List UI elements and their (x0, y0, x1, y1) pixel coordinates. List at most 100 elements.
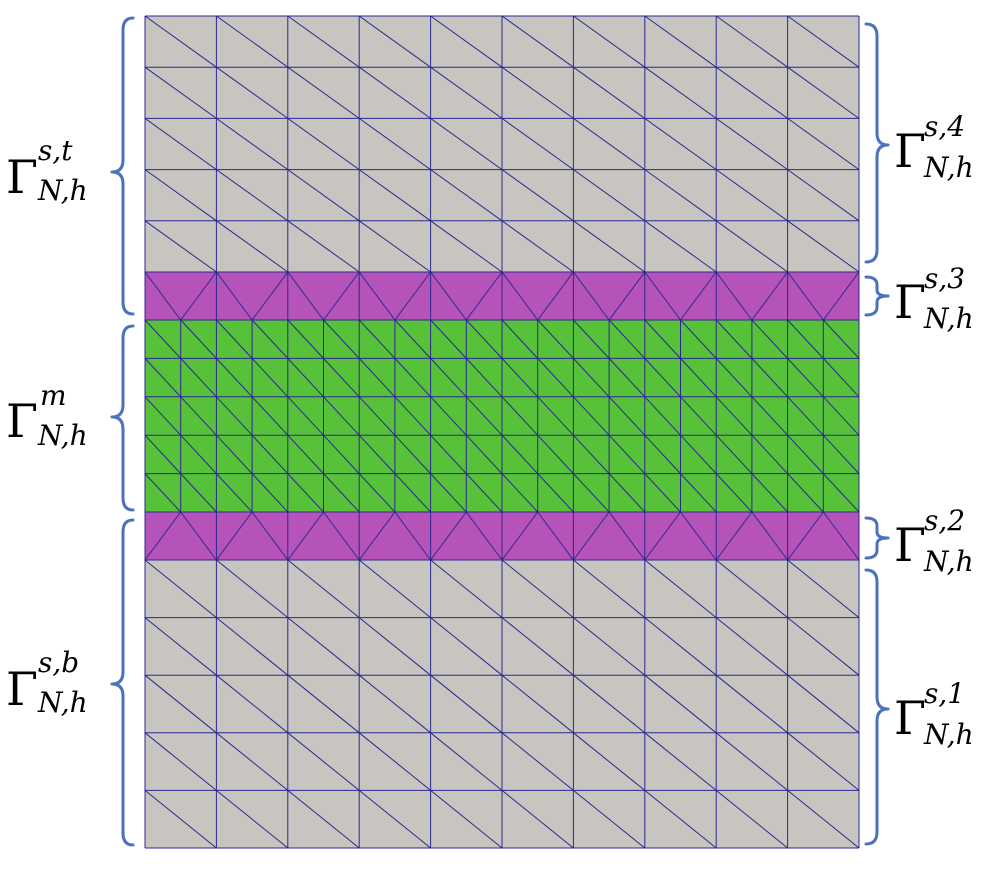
top-solid-mesh-diagonal (644, 66, 717, 119)
bottom-region-superscript: s,b (38, 646, 79, 679)
matrix-mesh-diagonal (465, 358, 503, 398)
top-solid-mesh-diagonal (358, 66, 431, 119)
matrix-mesh-diagonal (287, 358, 324, 398)
bottom-solid-mesh-diagonal (573, 674, 646, 734)
top-solid-mesh-diagonal (787, 66, 860, 119)
top-solid-mesh-diagonal (144, 220, 217, 273)
matrix-mesh-diagonal (501, 319, 539, 359)
sub1-region-label: Γ s,1 N,h (894, 677, 974, 751)
top-solid-mesh-diagonal (144, 117, 217, 171)
matrix-mesh-diagonal (216, 396, 253, 436)
bottom-solid-mesh-diagonal (144, 674, 217, 734)
bottom-solid-mesh-diagonal (144, 790, 217, 849)
matrix-mesh-diagonal (501, 396, 539, 436)
upper-interface-mesh-edge (680, 271, 717, 321)
sub2-region-brace (864, 516, 890, 560)
matrix-mesh-diagonal (465, 434, 503, 474)
matrix-mesh-diagonal (787, 434, 824, 474)
matrix-mesh-diagonal (608, 434, 646, 474)
matrix-mesh-diagonal (751, 358, 788, 398)
matrix-mesh-diagonal (394, 358, 431, 398)
sub3-region-brace (864, 275, 890, 317)
matrix-mesh-diagonal (751, 473, 788, 513)
upper-interface-mesh-edge (465, 271, 503, 321)
lower-interface-mesh-edge (537, 511, 574, 561)
matrix-mesh-diagonal (394, 434, 431, 474)
bottom-solid-mesh-diagonal (144, 559, 217, 618)
top-solid-mesh-diagonal (430, 220, 503, 273)
matrix-mesh-diagonal (216, 434, 253, 474)
bottom-solid-mesh-diagonal (715, 674, 788, 734)
bottom-solid-mesh-diagonal (644, 617, 717, 676)
top-solid-mesh-diagonal (573, 169, 646, 222)
lower-interface-mesh-edge (180, 511, 217, 561)
bottom-solid-mesh-diagonal (287, 790, 360, 849)
bottom-solid-mesh-diagonal (715, 732, 788, 791)
bottom-solid-mesh-diagonal (501, 617, 574, 676)
matrix-mesh-diagonal (430, 396, 467, 436)
bottom-solid-mesh-diagonal (787, 790, 860, 849)
matrix-mesh-diagonal (680, 319, 717, 359)
top-solid-mesh-diagonal (644, 15, 717, 68)
matrix-mesh-diagonal (644, 358, 681, 398)
matrix-mesh-diagonal (573, 473, 610, 513)
matrix-mesh-diagonal (573, 358, 610, 398)
matrix-mesh-diagonal (144, 396, 182, 436)
bottom-solid-mesh-diagonal (644, 559, 717, 618)
top-solid-mesh-diagonal (787, 169, 860, 222)
bottom-solid-mesh-diagonal (430, 559, 503, 618)
matrix-mesh-diagonal (501, 473, 539, 513)
bottom-solid-mesh-diagonal (358, 674, 431, 734)
matrix-mesh-diagonal (680, 358, 717, 398)
top-solid-mesh-diagonal (715, 117, 788, 171)
matrix-mesh-diagonal (323, 358, 360, 398)
matrix-mesh-diagonal (216, 473, 253, 513)
matrix-mesh-diagonal (358, 473, 396, 513)
upper-interface-mesh-edge (251, 271, 289, 321)
matrix-mesh-diagonal (537, 358, 574, 398)
bottom-solid-mesh-diagonal (644, 732, 717, 791)
matrix-mesh-diagonal (787, 473, 824, 513)
matrix-mesh-diagonal (608, 396, 646, 436)
lower-interface-mesh-edge (501, 511, 539, 561)
bottom-solid-mesh-diagonal (216, 617, 289, 676)
sub2-region-superscript: s,2 (924, 504, 965, 537)
top-solid-mesh-diagonal (216, 169, 289, 222)
matrix-mesh-diagonal (144, 358, 182, 398)
mesh-layer (144, 15, 860, 849)
bottom-solid-mesh-diagonal (501, 732, 574, 791)
top-region-subscript: N,h (37, 174, 88, 207)
top-solid-mesh-diagonal (715, 15, 788, 68)
matrix-mesh-diagonal (180, 396, 217, 436)
top-solid-mesh-diagonal (501, 169, 574, 222)
matrix-mesh-diagonal (394, 319, 431, 359)
matrix-mesh-diagonal (394, 396, 431, 436)
top-region-brace (110, 16, 135, 316)
bottom-solid-mesh-diagonal (216, 790, 289, 849)
matrix-mesh-diagonal (251, 358, 289, 398)
matrix-mesh-diagonal (180, 434, 217, 474)
matrix-mesh-diagonal (822, 434, 860, 474)
top-region-label: Γ s,t N,h (6, 134, 88, 207)
bottom-solid-mesh-diagonal (644, 790, 717, 849)
bottom-solid-mesh-diagonal (715, 617, 788, 676)
matrix-mesh-diagonal (715, 434, 753, 474)
bottom-region-symbol: Γ (6, 662, 38, 716)
top-solid-mesh-diagonal (501, 66, 574, 119)
sub4-region-brace (864, 22, 890, 264)
matrix-mesh-diagonal (287, 396, 324, 436)
lower-interface-mesh-edge (430, 511, 467, 561)
bottom-solid-mesh-diagonal (144, 732, 217, 791)
bottom-solid-mesh-diagonal (358, 617, 431, 676)
sub2-region-symbol: Γ (894, 518, 926, 572)
matrix-mesh-diagonal (787, 396, 824, 436)
top-solid-mesh-diagonal (216, 220, 289, 273)
matrix-mesh-diagonal (644, 319, 681, 359)
matrix-mesh-diagonal (680, 434, 717, 474)
bottom-solid-mesh-diagonal (573, 790, 646, 849)
upper-interface-mesh-edge (215, 271, 253, 321)
upper-interface-mesh-edge (287, 271, 324, 321)
upper-interface-mesh-edge (751, 271, 789, 321)
top-solid-mesh-diagonal (358, 169, 431, 222)
bottom-solid-mesh-diagonal (787, 732, 860, 791)
